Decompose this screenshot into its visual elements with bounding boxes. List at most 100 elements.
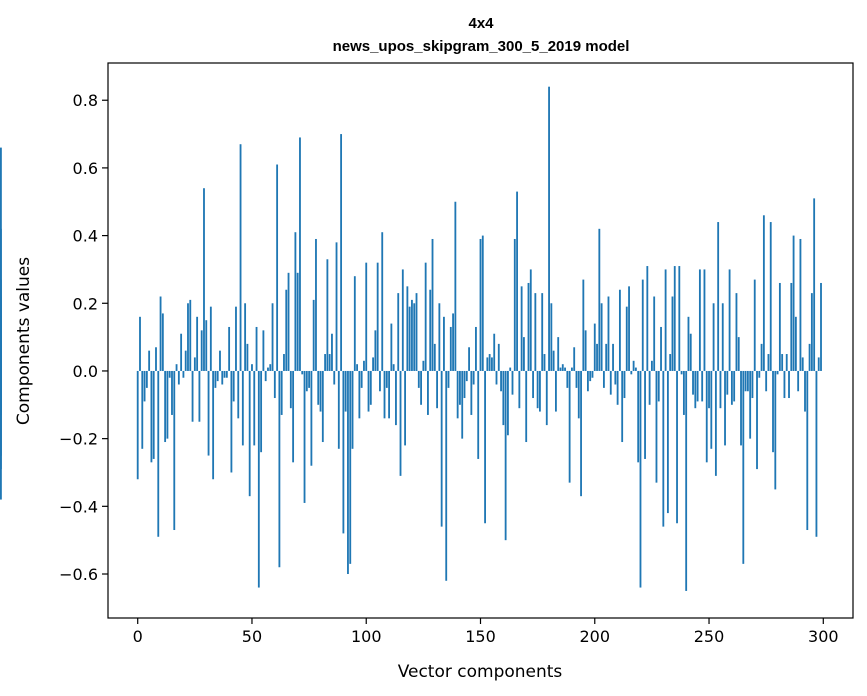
y-tick-label: −0.6 [59,565,98,584]
bar-component-183 [555,370,557,412]
bar-component-298 [817,357,820,371]
bar-component-189 [568,370,571,483]
bar-component-226 [653,296,656,371]
bar-component-215 [628,286,630,371]
bar-component-164 [511,370,514,395]
bar-component-180 [548,86,550,371]
bar-component-294 [808,343,811,371]
bar-component-41 [230,370,233,473]
bar-component-102 [369,370,372,405]
bar-component-18 [177,370,180,385]
bar-component-117 [404,370,406,446]
bar-component-114 [397,293,400,371]
bar-component-280 [776,370,779,375]
bar-component-17 [175,364,178,371]
bar-component-96 [356,364,359,371]
bar-component-220 [639,370,642,588]
bar-component-27 [198,370,201,422]
bar-component-48 [246,343,249,371]
bar-component-190 [571,367,573,371]
bar-component-113 [395,370,397,426]
bar-component-12 [164,370,167,443]
bar-component-203 [600,303,603,371]
bar-component-235 [673,266,676,371]
bar-component-212 [621,370,624,443]
y-tick-label: 0.2 [73,294,98,313]
bar-component-191 [573,347,576,371]
bar-component-223 [646,266,649,371]
bar-component-266 [744,370,747,392]
x-axis-label: Vector components [398,662,563,682]
bar-component-135 [445,370,448,581]
bar-component-74 [305,370,308,392]
bar-component-258 [726,370,729,395]
bar-component-151 [481,235,484,371]
bar-component-154 [488,354,491,371]
bar-component-120 [411,299,413,371]
bar-component-72 [301,370,304,375]
bar-component-247 [701,370,704,402]
bar-component-25 [193,357,196,371]
bar-component-147 [472,370,475,385]
bar-component-115 [399,370,402,476]
bar-component-76 [310,370,313,466]
bar-component-22 [187,303,189,371]
bar-component-156 [493,333,496,371]
bar-component-67 [289,370,292,409]
bar-component-123 [417,370,420,388]
bar-component-13 [166,370,169,439]
bar-component-112 [392,364,395,371]
bar-component-241 [687,316,690,371]
bar-component-233 [669,354,672,371]
bar-component-172 [529,269,532,371]
bar-component-231 [664,269,667,371]
bar-component-221 [641,279,644,371]
bar-component-293 [806,370,809,531]
bar-component-109 [385,370,388,388]
bar-component-1 [139,316,141,371]
bar-component-138 [452,313,454,371]
y-axis-label: Components values [14,257,34,425]
bar-component-285 [788,370,790,399]
bar-component-245 [696,370,699,402]
bar-component-158 [497,343,500,371]
bar-component-87 [335,242,338,371]
bar-component-146 [470,370,473,415]
bar-component-128 [429,289,432,371]
bar-component-66 [287,272,290,371]
bar-component-175 [536,370,539,409]
bar-component-121 [413,303,416,371]
bar-component-222 [644,370,646,459]
bar-component-207 [609,370,612,395]
bar-component-204 [602,370,605,388]
bar-component-193 [577,370,580,419]
bar-component-30 [205,320,208,371]
bar-component-230 [662,370,665,527]
bar-component-209 [614,370,617,385]
bar-component-214 [625,306,628,371]
x-tick-label: 50 [242,627,262,646]
bar-component-255 [719,370,722,409]
bar-component-116 [401,269,404,371]
bar-component-122 [415,293,418,371]
bar-component-182 [552,350,555,371]
bar-component-47 [244,303,247,371]
bar-component-194 [580,370,582,497]
bar-component-33 [212,370,215,480]
bar-component-260 [730,370,733,405]
bar-component-262 [735,293,738,371]
bar-component-265 [742,370,745,564]
bar-component-254 [717,222,720,371]
bar-component-103 [372,357,375,371]
bar-component-277 [769,222,772,371]
bar-component-206 [607,296,610,371]
bar-component-46 [241,370,244,446]
bar-component-225 [650,360,653,371]
bar-component-40 [228,326,231,371]
bar-component-8 [155,347,157,371]
bar-component-85 [331,333,333,371]
bar-component-2 [141,370,144,449]
bar-component-259 [728,269,731,371]
bar-component-64 [283,354,285,371]
bar-component-92 [347,370,349,575]
